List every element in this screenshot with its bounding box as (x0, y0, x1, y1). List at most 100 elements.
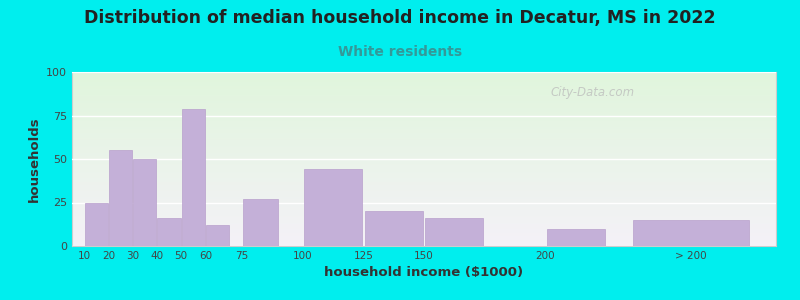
Bar (72, 114, 776, 115)
Bar (72, 156, 776, 157)
Bar (72, 222, 776, 223)
Bar (72, 105, 776, 106)
Bar (72, 165, 776, 166)
Bar (72, 231, 776, 232)
Bar (72, 115, 776, 116)
Bar (72, 97, 776, 98)
Bar (72, 192, 776, 193)
Bar (72, 100, 776, 101)
Bar (72, 216, 776, 217)
Bar (72, 79, 776, 80)
Bar (72, 167, 776, 168)
Bar (72, 244, 776, 245)
Bar (72, 187, 776, 188)
Bar (72, 155, 776, 156)
Bar (72, 84, 776, 85)
Bar (72, 128, 776, 129)
Text: City-Data.com: City-Data.com (550, 86, 635, 99)
Bar (72, 123, 776, 124)
Bar (72, 91, 776, 92)
Bar (72, 184, 776, 185)
Bar (72, 208, 776, 209)
Bar (72, 237, 776, 238)
Bar (72, 85, 776, 86)
Bar (72, 90, 776, 91)
Bar (72, 206, 776, 207)
Bar (72, 232, 776, 233)
Bar (72, 78, 776, 79)
Bar (158, 218, 181, 246)
Bar (242, 199, 278, 246)
Bar (72, 102, 776, 103)
Bar (72, 198, 776, 199)
Bar (72, 180, 776, 181)
Bar (72, 120, 776, 121)
Bar (72, 188, 776, 189)
Bar (72, 197, 776, 198)
Bar (72, 191, 776, 192)
Bar (72, 220, 776, 221)
Bar (72, 139, 776, 140)
Bar (72, 195, 776, 196)
Bar (72, 150, 776, 151)
Bar (72, 131, 776, 132)
Bar (72, 74, 776, 75)
Bar (72, 75, 776, 76)
Bar (72, 145, 776, 146)
Bar (85, 202, 108, 246)
Bar (72, 93, 776, 94)
Bar (426, 218, 483, 246)
Bar (72, 81, 776, 82)
Bar (72, 95, 776, 96)
Bar (72, 148, 776, 149)
Bar (72, 76, 776, 77)
Bar (72, 132, 776, 133)
Bar (72, 83, 776, 84)
Bar (304, 169, 362, 246)
Bar (72, 241, 776, 242)
Bar (72, 238, 776, 239)
Bar (72, 235, 776, 236)
Bar (72, 227, 776, 228)
Bar (72, 80, 776, 81)
Bar (72, 89, 776, 90)
Bar (72, 151, 776, 152)
Bar (72, 129, 776, 130)
Bar (72, 152, 776, 153)
Bar (72, 106, 776, 107)
Bar (109, 150, 132, 246)
Bar (72, 127, 776, 128)
Bar (72, 82, 776, 83)
Bar (72, 153, 776, 154)
Bar (72, 179, 776, 180)
Bar (72, 159, 776, 160)
Bar (72, 87, 776, 88)
Bar (72, 125, 776, 126)
Bar (72, 138, 776, 139)
Bar (72, 112, 776, 113)
Bar (72, 181, 776, 182)
Bar (72, 94, 776, 95)
Bar (72, 170, 776, 171)
Bar (72, 205, 776, 206)
Bar (72, 176, 776, 177)
Bar (72, 168, 776, 169)
Bar (72, 121, 776, 122)
Bar (72, 136, 776, 137)
Bar (72, 144, 776, 145)
Bar (72, 134, 776, 135)
Bar (72, 133, 776, 134)
Bar (72, 110, 776, 111)
Bar (72, 218, 776, 219)
Bar (72, 157, 776, 158)
Bar (72, 111, 776, 112)
Bar (72, 137, 776, 138)
Bar (72, 154, 776, 155)
Bar (72, 209, 776, 210)
Bar (72, 171, 776, 172)
Bar (72, 223, 776, 224)
Bar (72, 229, 776, 230)
Bar (72, 183, 776, 184)
Bar (72, 73, 776, 74)
Bar (72, 239, 776, 240)
